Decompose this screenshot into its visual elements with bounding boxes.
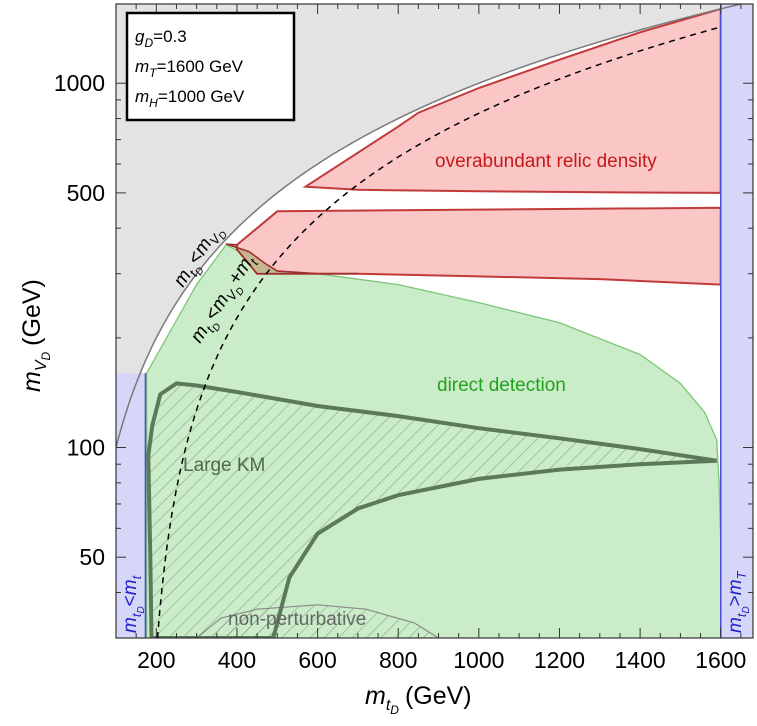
- y-tick-label: 500: [67, 180, 105, 206]
- parameter-legend: gD=0.3 mT=1600 GeV mH=1000 GeV: [125, 11, 296, 122]
- relic-direct-overlap-region: [225, 243, 358, 275]
- x-tick-label: 400: [218, 647, 256, 673]
- top-threshold-dashed-curve: [156, 26, 722, 638]
- legend-mt: mT=1600 GeV: [135, 57, 244, 80]
- low-mass-label: mtD<mt: [120, 574, 147, 633]
- x-axis-title: mtD (GeV): [365, 682, 472, 717]
- direct-detection-label: direct detection: [437, 375, 566, 396]
- x-tick-label: 800: [379, 647, 417, 673]
- axis-ticks: 200 400 600 800 1000 1200 1400 1600 50 100 500 1000: [54, 4, 753, 673]
- y-tick-label: 50: [79, 544, 105, 570]
- large-km-label: Large KM: [183, 455, 265, 476]
- non-perturbative-label: non-perturbative: [228, 609, 366, 630]
- overabundant-label: overabundant relic density: [435, 151, 657, 172]
- large-km-region: [146, 381, 717, 638]
- overabundant-relic-upper-band: [302, 7, 722, 194]
- x-tick-label: 200: [137, 647, 175, 673]
- low-mass-excluded-region: [116, 373, 146, 638]
- legend-mh: mH=1000 GeV: [135, 87, 245, 110]
- y-tick-label: 100: [67, 435, 105, 461]
- x-tick-label: 600: [298, 647, 336, 673]
- y-axis-title: mVD(GeV): [18, 279, 53, 392]
- x-tick-label: 1400: [615, 647, 666, 673]
- mass-degeneracy-curve: [116, 4, 744, 448]
- x-tick-label: 1600: [695, 647, 746, 673]
- x-tick-label: 1200: [534, 647, 585, 673]
- x-tick-label: 1000: [453, 647, 504, 673]
- legend-gd: gD=0.3: [135, 27, 187, 50]
- y-tick-label: 1000: [54, 70, 105, 96]
- plot-frame: [115, 3, 754, 639]
- high-mass-label: mtD>mT: [725, 570, 752, 633]
- high-mass-excluded-region: [720, 4, 753, 638]
- legend-box: [125, 11, 296, 122]
